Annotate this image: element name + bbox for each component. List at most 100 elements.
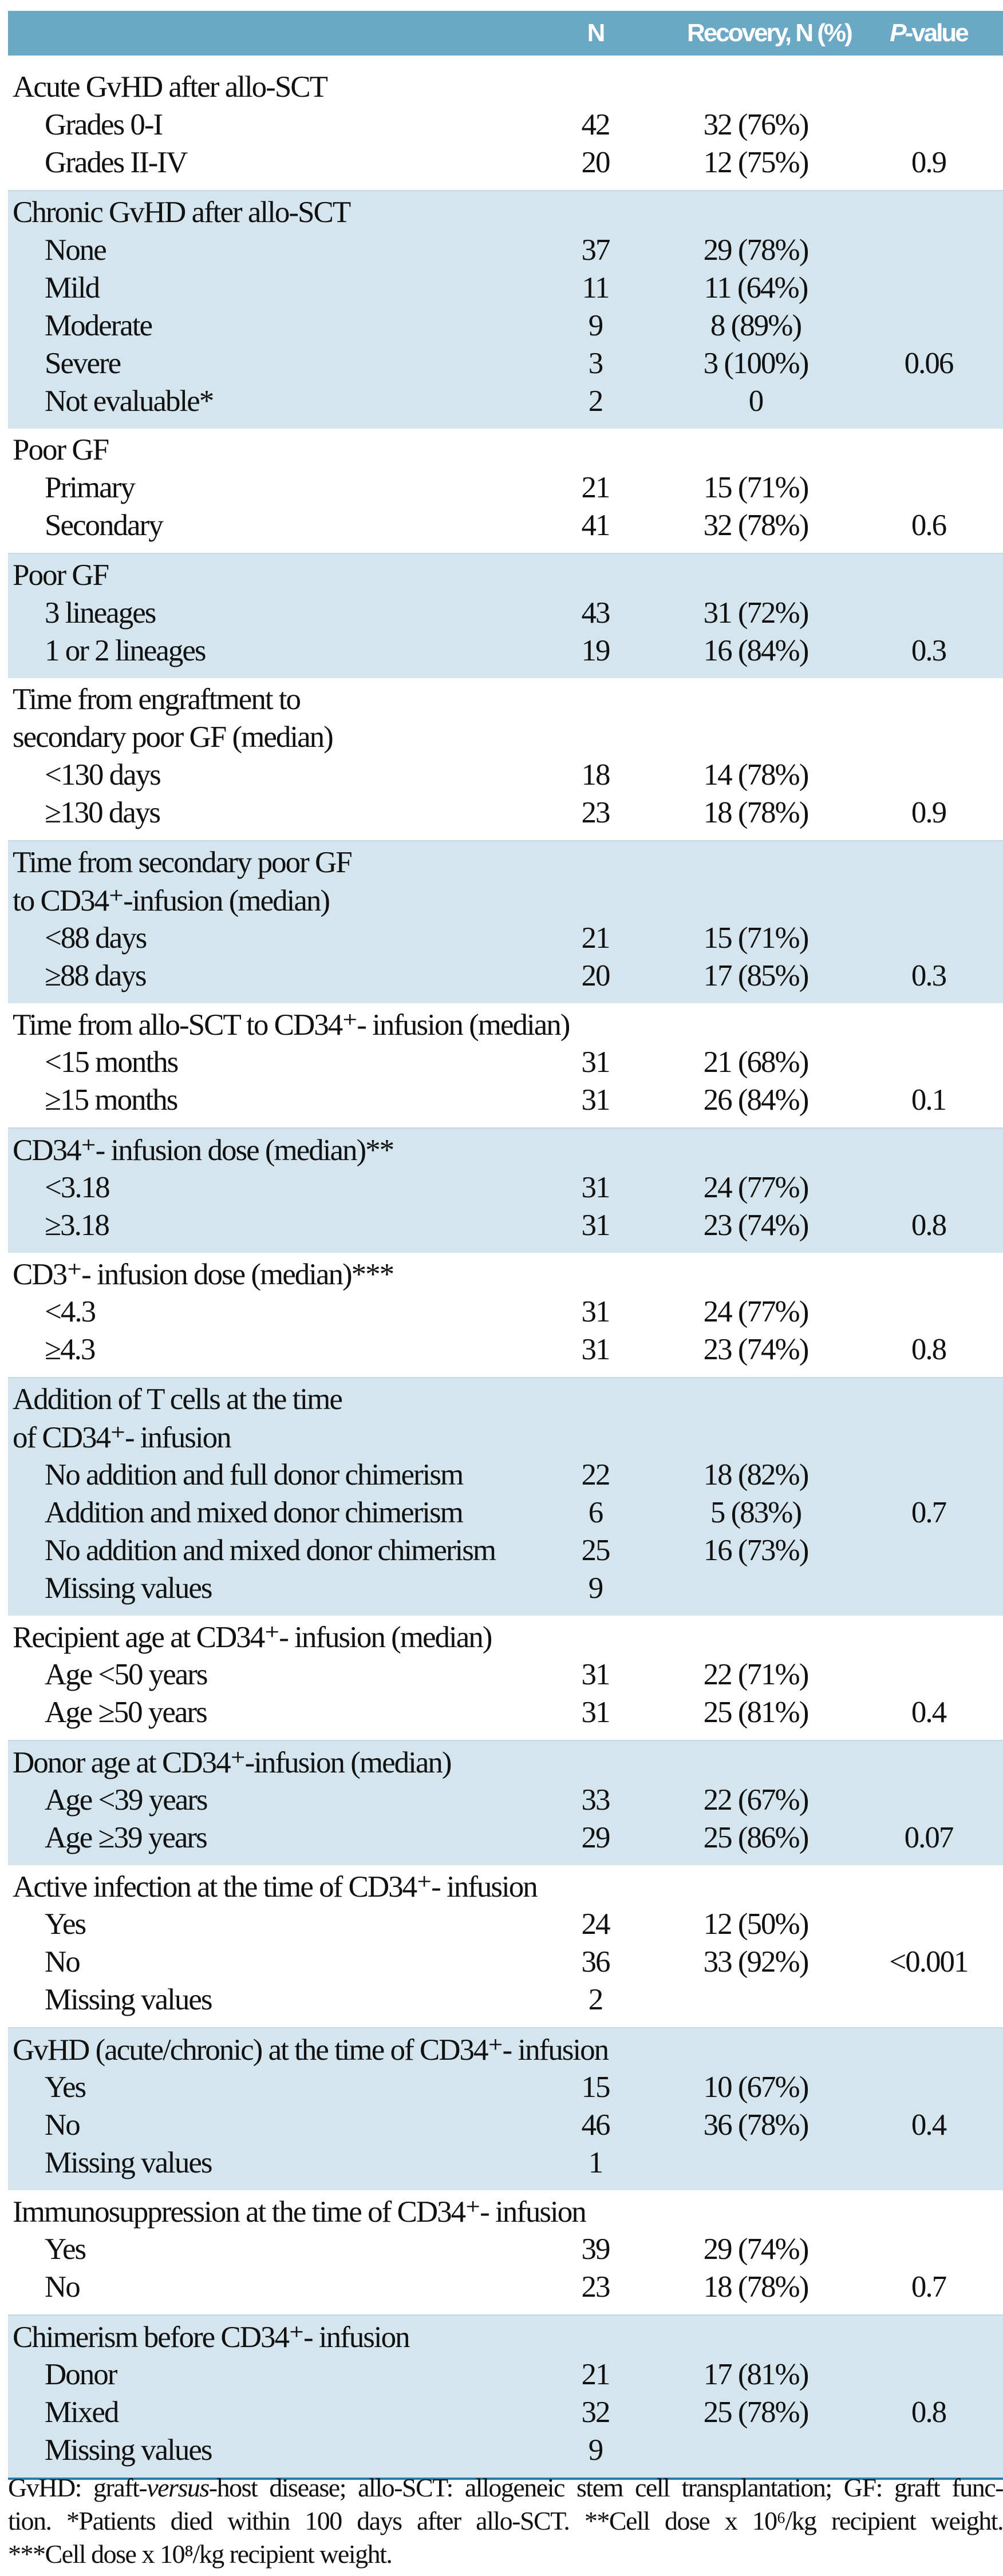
n-value: 24 (581, 1908, 611, 1941)
table-row: 3 lineages 43 31 (72%) (8, 594, 1003, 632)
recovery-value: 25 (81%) (703, 1696, 809, 1729)
footnote-italic: versus (147, 2473, 210, 2502)
n-value: 31 (581, 1083, 611, 1117)
table-section: Poor GF 3 lineages 43 31 (72%) 1 or 2 lineag… (8, 553, 1003, 678)
table-section: Time from allo-SCT to CD34⁺- infusion (m… (8, 1003, 1003, 1127)
section-title-row: Time from engraftment to (8, 680, 1003, 718)
n-value: 39 (581, 2233, 611, 2266)
table-row: Not evaluable* 2 0 (8, 382, 1003, 420)
row-label: ≥3.18 (45, 1209, 110, 1242)
recovery-value: 29 (74%) (703, 2233, 809, 2266)
n-value: 9 (588, 309, 604, 342)
row-label: Missing values (45, 1983, 212, 2016)
row-label: <15 months (45, 1046, 179, 1079)
row-label: Yes (45, 2071, 86, 2104)
row-label: Grades II-IV (45, 146, 188, 179)
recovery-value: 14 (78%) (703, 758, 809, 792)
table-row: Grades II-IV 20 12 (75%) 0.9 (8, 144, 1003, 181)
row-label: 3 lineages (45, 596, 156, 630)
table-section: GvHD (acute/chronic) at the time of CD34… (8, 2027, 1003, 2190)
section-title-row: Chronic GvHD after allo-SCT (8, 193, 1003, 231)
table-row: No 46 36 (78%) 0.4 (8, 2106, 1003, 2144)
recovery-value: 12 (50%) (703, 1908, 809, 1941)
n-value: 31 (581, 1209, 611, 1242)
row-label: Donor (45, 2358, 117, 2391)
table-row: No addition and full donor chimerism 22 18… (8, 1456, 1003, 1494)
p-value: 0.1 (911, 1083, 947, 1117)
n-value: 15 (581, 2071, 611, 2104)
recovery-value: 17 (85%) (703, 959, 809, 992)
recovery-value: 5 (83%) (710, 1496, 802, 1529)
n-value: 31 (581, 1658, 611, 1691)
row-label: Missing values (45, 1572, 212, 1605)
footnote-line-3: ***Cell dose x 10⁸/kg recipient weight. (8, 2539, 393, 2569)
table-row: Age <39 years 33 22 (67%) (8, 1781, 1003, 1819)
row-label: <88 days (45, 921, 147, 955)
recovery-value: 24 (77%) (703, 1295, 809, 1328)
section-title-row: of CD34⁺- infusion (8, 1418, 1003, 1456)
recovery-value: 18 (82%) (703, 1458, 809, 1491)
n-value: 23 (581, 2270, 611, 2304)
n-value: 32 (581, 2396, 611, 2429)
table-row: Yes 15 10 (67%) (8, 2068, 1003, 2106)
table-section: Active infection at the time of CD34⁺- i… (8, 1865, 1003, 2027)
recovery-value: 23 (74%) (703, 1209, 809, 1242)
n-value: 21 (581, 471, 611, 504)
section-title: Poor GF (13, 433, 109, 466)
table-section: Acute GvHD after allo-SCT Grades 0-I 42 32 … (8, 56, 1003, 190)
row-label: None (45, 234, 107, 267)
table-section: Recipient age at CD34⁺- infusion (median… (8, 1616, 1003, 1740)
table-row: Missing values 9 (8, 2431, 1003, 2469)
recovery-value: 33 (92%) (703, 1945, 809, 1979)
recovery-value: 15 (71%) (703, 921, 809, 955)
n-value: 6 (588, 1496, 604, 1529)
n-value: 2 (588, 385, 604, 418)
row-label: No addition and mixed donor chimerism (45, 1534, 496, 1567)
table-row: 1 or 2 lineages 19 16 (84%) 0.3 (8, 632, 1003, 670)
p-value: 0.8 (911, 1333, 947, 1366)
section-title-row: CD34⁺- infusion dose (median)** (8, 1131, 1003, 1169)
table-section: Chimerism before CD34⁺- infusion Donor 21 1… (8, 2314, 1003, 2478)
table-row: No 36 33 (92%) <0.001 (8, 1943, 1003, 1981)
n-value: 9 (588, 1572, 604, 1605)
row-label: Moderate (45, 309, 153, 342)
row-label: Missing values (45, 2146, 212, 2179)
n-value: 31 (581, 1295, 611, 1328)
table-row: <4.3 31 24 (77%) (8, 1293, 1003, 1331)
recovery-value: 24 (77%) (703, 1171, 809, 1204)
table-row: Missing values 2 (8, 1981, 1003, 2019)
row-label: ≥15 months (45, 1083, 178, 1117)
section-title-row: Time from allo-SCT to CD34⁺- infusion (m… (8, 1006, 1003, 1043)
table-body: Acute GvHD after allo-SCT Grades 0-I 42 32 … (8, 56, 1003, 2478)
table-row: Yes 39 29 (74%) (8, 2230, 1003, 2268)
n-value: 31 (581, 1333, 611, 1366)
table-row: None 37 29 (78%) (8, 231, 1003, 269)
row-label: Mixed (45, 2396, 119, 2429)
n-value: 46 (581, 2108, 611, 2142)
recovery-value: 25 (86%) (703, 1821, 809, 1854)
section-title-row: Poor GF (8, 556, 1003, 594)
table-section: Time from secondary poor GF to CD34⁺-infu… (8, 840, 1003, 1003)
section-title-row: Recipient age at CD34⁺- infusion (median… (8, 1618, 1003, 1656)
table-row: Mixed 32 25 (78%) 0.8 (8, 2393, 1003, 2431)
n-value: 19 (581, 634, 611, 667)
table-row: ≥4.3 31 23 (74%) 0.8 (8, 1331, 1003, 1368)
row-label: ≥4.3 (45, 1333, 96, 1366)
table-row: ≥130 days 23 18 (78%) 0.9 (8, 794, 1003, 832)
table-row: ≥3.18 31 23 (74%) 0.8 (8, 1206, 1003, 1244)
table-row: ≥15 months 31 26 (84%) 0.1 (8, 1081, 1003, 1119)
section-title-row: GvHD (acute/chronic) at the time of CD34… (8, 2031, 1003, 2068)
p-value: 0.3 (911, 634, 947, 667)
row-label: No addition and full donor chimerism (45, 1458, 464, 1491)
section-title: Time from allo-SCT to CD34⁺- infusion (m… (13, 1008, 570, 1042)
row-label: 1 or 2 lineages (45, 634, 207, 667)
n-value: 3 (588, 347, 604, 380)
section-title: CD3⁺- infusion dose (median)*** (13, 1257, 394, 1291)
recovery-value: 23 (74%) (703, 1333, 809, 1366)
row-label: Age ≥50 years (45, 1696, 208, 1729)
recovery-value: 16 (84%) (703, 634, 809, 667)
p-value: 0.06 (904, 347, 954, 380)
table-row: Age ≥50 years 31 25 (81%) 0.4 (8, 1693, 1003, 1731)
section-title-row: Poor GF (8, 431, 1003, 469)
recovery-value: 21 (68%) (703, 1046, 809, 1079)
